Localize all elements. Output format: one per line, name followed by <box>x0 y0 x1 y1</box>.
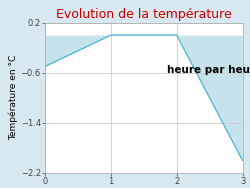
Title: Evolution de la température: Evolution de la température <box>56 8 232 21</box>
Y-axis label: Température en °C: Température en °C <box>8 55 18 140</box>
Text: heure par heure: heure par heure <box>167 64 250 75</box>
